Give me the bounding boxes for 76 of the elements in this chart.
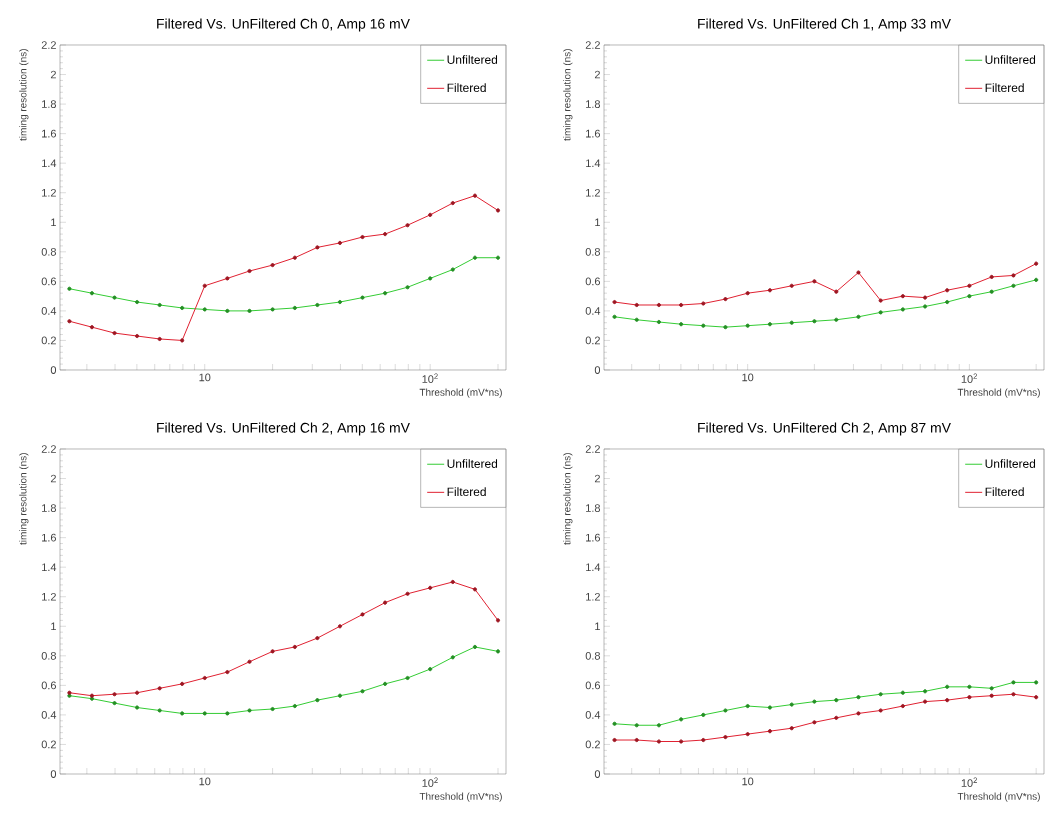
y-tick-label: 0 — [50, 770, 57, 778]
y-tick-label: 0.6 — [41, 681, 56, 690]
x-tick-label: 10$^{2}$ — [961, 373, 977, 383]
x-axis-title: Threshold (mV*ns) — [419, 792, 502, 802]
y-tick-label: 1.8 — [42, 100, 56, 108]
y-tick-label: 0.4 — [585, 711, 601, 719]
y-tick-label: 0.2 — [585, 336, 600, 345]
y-tick-label: 1.4 — [42, 159, 57, 167]
legend-label: Filtered — [447, 487, 486, 497]
legend-label: Unfiltered — [447, 459, 498, 468]
x-tick-label: 10 — [199, 777, 211, 786]
y-tick-label: 0.8 — [585, 651, 600, 660]
x-tick-label: 10$^{2}$ — [961, 777, 977, 787]
y-tick-label: 1.6 — [586, 533, 600, 542]
legend-label: Filtered — [985, 487, 1024, 497]
chart-title: Filtered Vs. UnFiltered Ch 1, Amp 33 mV — [698, 18, 951, 32]
x-tick-label: 10 — [199, 373, 211, 382]
y-tick-label: 1.8 — [42, 504, 56, 512]
x-axis-title: Threshold (mV*ns) — [957, 792, 1040, 802]
y-tick-label: 0 — [50, 366, 57, 374]
legend-label: Unfiltered — [985, 459, 1036, 468]
x-tick-label: 10$^{2}$ — [422, 373, 438, 383]
y-tick-label: 2 — [594, 70, 600, 79]
y-tick-label: 1.2 — [42, 592, 56, 601]
y-tick-label: 2 — [594, 474, 600, 483]
y-tick-label: 0 — [594, 770, 601, 778]
y-tick-label: 1.6 — [42, 533, 56, 542]
x-tick-label: 10 — [742, 373, 754, 382]
y-tick-label: 1 — [51, 622, 56, 631]
y-tick-label: 0.4 — [41, 711, 57, 719]
x-axis-title: Threshold (mV*ns) — [419, 388, 502, 398]
y-tick-label: 0.6 — [585, 277, 600, 286]
y-axis-title: timing resolution (ns) — [19, 49, 29, 141]
y-tick-label: 2.2 — [41, 41, 56, 49]
x-tick-label: 10 — [742, 777, 754, 786]
y-axis-title: timing resolution (ns) — [19, 453, 29, 545]
y-axis-title: timing resolution (ns) — [563, 49, 573, 141]
y-tick-label: 0.2 — [41, 336, 56, 345]
legend-label: Filtered — [985, 83, 1024, 93]
x-axis-title: Threshold (mV*ns) — [957, 388, 1040, 398]
legend-label: Filtered — [447, 83, 486, 93]
y-tick-label: 1.8 — [586, 100, 600, 108]
y-tick-label: 0.8 — [41, 247, 56, 256]
chart-title: Filtered Vs. UnFiltered Ch 2, Amp 16 mV — [157, 422, 410, 436]
y-tick-label: 0.2 — [585, 740, 600, 749]
y-tick-label: 2 — [50, 474, 56, 483]
y-tick-label: 0 — [594, 366, 601, 374]
y-tick-label: 0.8 — [585, 247, 600, 256]
y-tick-label: 1.4 — [42, 563, 57, 571]
y-tick-label: 1.2 — [586, 592, 600, 601]
chart-title: Filtered Vs. UnFiltered Ch 0, Amp 16 mV — [157, 18, 410, 32]
y-tick-label: 2.2 — [585, 445, 600, 453]
y-tick-label: 0.6 — [585, 681, 600, 690]
y-tick-label: 1.6 — [42, 129, 56, 138]
y-tick-label: 1 — [51, 218, 56, 227]
y-tick-label: 1 — [595, 622, 600, 631]
y-tick-label: 0.2 — [41, 740, 56, 749]
legend-label: Unfiltered — [447, 55, 498, 64]
y-tick-label: 1.2 — [586, 188, 600, 197]
y-tick-label: 1 — [595, 218, 600, 227]
y-tick-label: 1.4 — [586, 159, 601, 167]
y-tick-label: 0.8 — [41, 651, 56, 660]
y-tick-label: 1.8 — [586, 504, 600, 512]
x-tick-label: 10$^{2}$ — [422, 777, 438, 787]
y-tick-label: 1.6 — [586, 129, 600, 138]
y-tick-label: 0.4 — [41, 307, 57, 315]
y-tick-label: 0.4 — [585, 307, 601, 315]
y-tick-label: 2.2 — [41, 445, 56, 453]
y-tick-label: 1.4 — [586, 563, 601, 571]
legend-label: Unfiltered — [985, 55, 1036, 64]
y-tick-label: 1.2 — [42, 188, 56, 197]
chart-title: Filtered Vs. UnFiltered Ch 2, Amp 87 mV — [698, 422, 951, 436]
y-tick-label: 2.2 — [585, 41, 600, 49]
y-axis-title: timing resolution (ns) — [563, 453, 573, 545]
y-tick-label: 0.6 — [41, 277, 56, 286]
y-tick-label: 2 — [50, 70, 56, 79]
